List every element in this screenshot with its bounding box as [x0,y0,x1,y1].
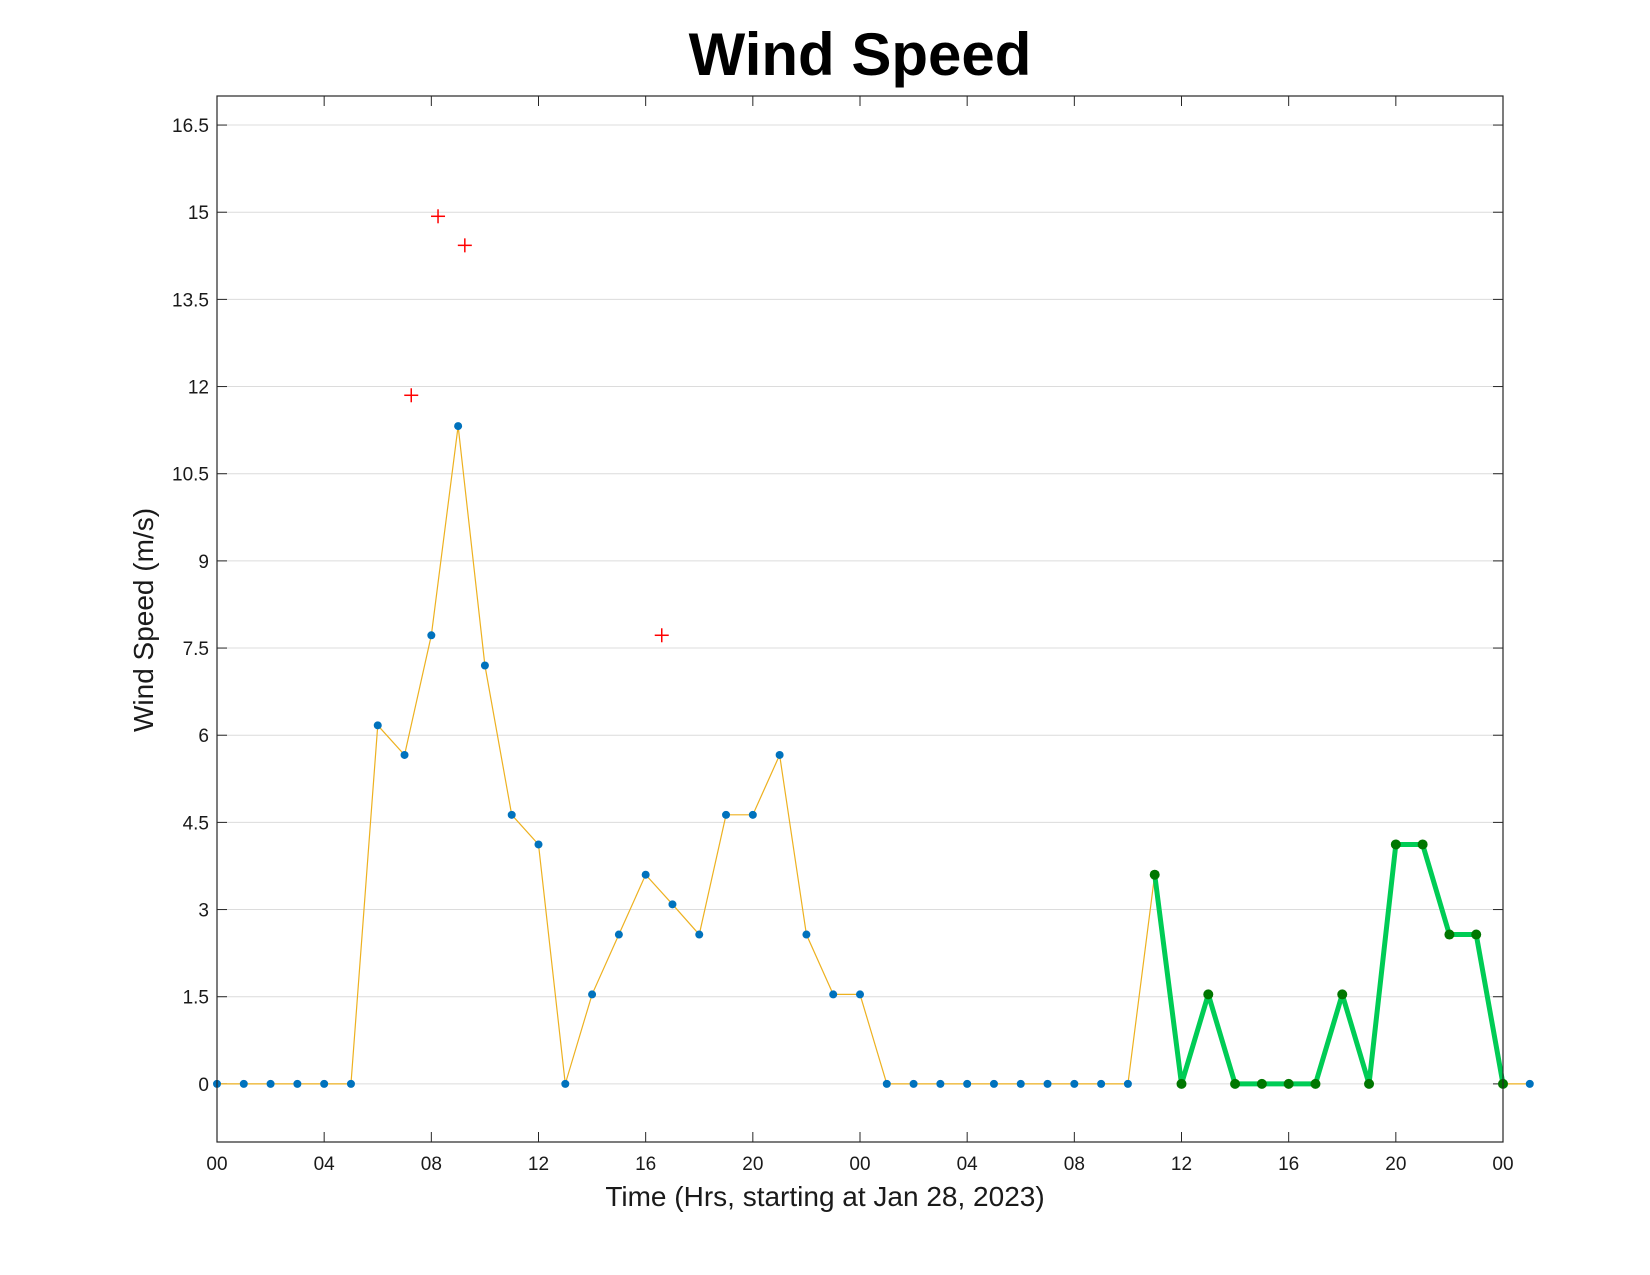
data-point [320,1079,329,1088]
x-tick-label: 16 [635,1154,656,1175]
data-point [427,631,436,640]
data-point [668,900,677,909]
data-point [829,990,838,999]
y-tick-label: 4.5 [183,813,209,834]
highlight-data-point [1417,839,1428,850]
data-point [882,1079,891,1088]
highlight-data-point [1203,989,1214,1000]
series-main-line [217,425,1530,1085]
highlight-data-point [1337,989,1348,1000]
x-tick-label: 00 [1492,1154,1513,1175]
y-tick-label: 7.5 [183,639,209,660]
data-point [936,1079,945,1088]
data-point [614,930,623,939]
highlight-data-point [1230,1078,1241,1089]
x-tick-label: 04 [957,1154,979,1175]
highlight-data-point [1149,869,1160,880]
data-point [722,810,731,819]
data-point [454,422,463,431]
data-point [695,930,704,939]
x-tick-label: 12 [528,1154,549,1175]
data-point [373,721,382,730]
outlier-point [457,238,472,253]
data-point [507,810,516,819]
y-tick-label: 13.5 [172,290,209,311]
data-point [346,1079,355,1088]
y-tick-labels: 0 1.5 3 4.5 6 7.5 9 10.5 12 13.5 15 16.5 [172,116,209,1096]
outlier-point [431,209,446,224]
highlight-data-point [1283,1078,1294,1089]
data-point [1123,1079,1132,1088]
data-point [1097,1079,1106,1088]
axis-ticks [216,96,1504,1142]
x-tick-label: 00 [849,1154,870,1175]
x-axis-label: Time (Hrs, starting at Jan 28, 2023) [605,1181,1044,1212]
y-tick-label: 3 [198,901,209,922]
data-point [400,750,409,759]
chart-title: Wind Speed [689,21,1032,88]
data-point [909,1079,918,1088]
highlight-data-point [1364,1078,1375,1089]
series-main-markers [213,422,1534,1088]
x-tick-label: 12 [1171,1154,1192,1175]
highlight-data-point [1176,1078,1187,1089]
y-tick-label: 16.5 [172,116,209,137]
x-tick-label: 04 [314,1154,336,1175]
y-tick-label: 12 [188,378,209,399]
grid-lines [217,124,1503,1085]
series-highlight-line [1152,841,1506,1087]
highlight-data-point [1444,929,1455,940]
highlight-data-point [1256,1078,1267,1089]
x-tick-label: 00 [206,1154,227,1175]
y-tick-label: 10.5 [172,465,209,486]
data-point [266,1079,275,1088]
data-point [856,990,864,999]
series-outlier-markers [404,209,669,643]
y-tick-label: 9 [198,552,209,573]
data-point [1043,1079,1052,1088]
data-point [239,1079,248,1088]
data-point [963,1079,972,1088]
y-tick-label: 15 [188,203,209,224]
x-tick-label: 16 [1278,1154,1299,1175]
data-point [588,990,597,999]
data-point [293,1079,302,1088]
x-tick-label: 08 [421,1154,442,1175]
data-point [989,1079,998,1088]
highlight-data-point [1390,839,1401,850]
outlier-point [404,388,419,403]
plot-frame [216,95,1504,1143]
y-tick-label: 6 [198,726,209,747]
x-tick-labels: 00 04 08 12 16 20 00 04 08 12 16 20 00 [206,1154,1513,1175]
data-point [775,750,784,759]
x-tick-label: 20 [1385,1154,1406,1175]
series-highlight-markers [1149,839,1508,1089]
data-point [1070,1079,1079,1088]
y-tick-label: 1.5 [183,988,209,1009]
y-axis-label: Wind Speed (m/s) [128,508,159,732]
data-point [561,1079,570,1088]
data-point [1016,1079,1025,1088]
y-tick-label: 0 [198,1075,209,1096]
data-point [641,870,650,879]
highlight-data-point [1310,1078,1321,1089]
x-tick-label: 20 [742,1154,763,1175]
x-tick-label: 08 [1064,1154,1085,1175]
data-point [1525,1079,1534,1088]
highlight-data-point [1471,929,1482,940]
data-point [748,810,757,819]
data-point [480,661,489,670]
data-point [802,930,811,939]
data-point [534,840,543,849]
outlier-point [654,628,669,643]
